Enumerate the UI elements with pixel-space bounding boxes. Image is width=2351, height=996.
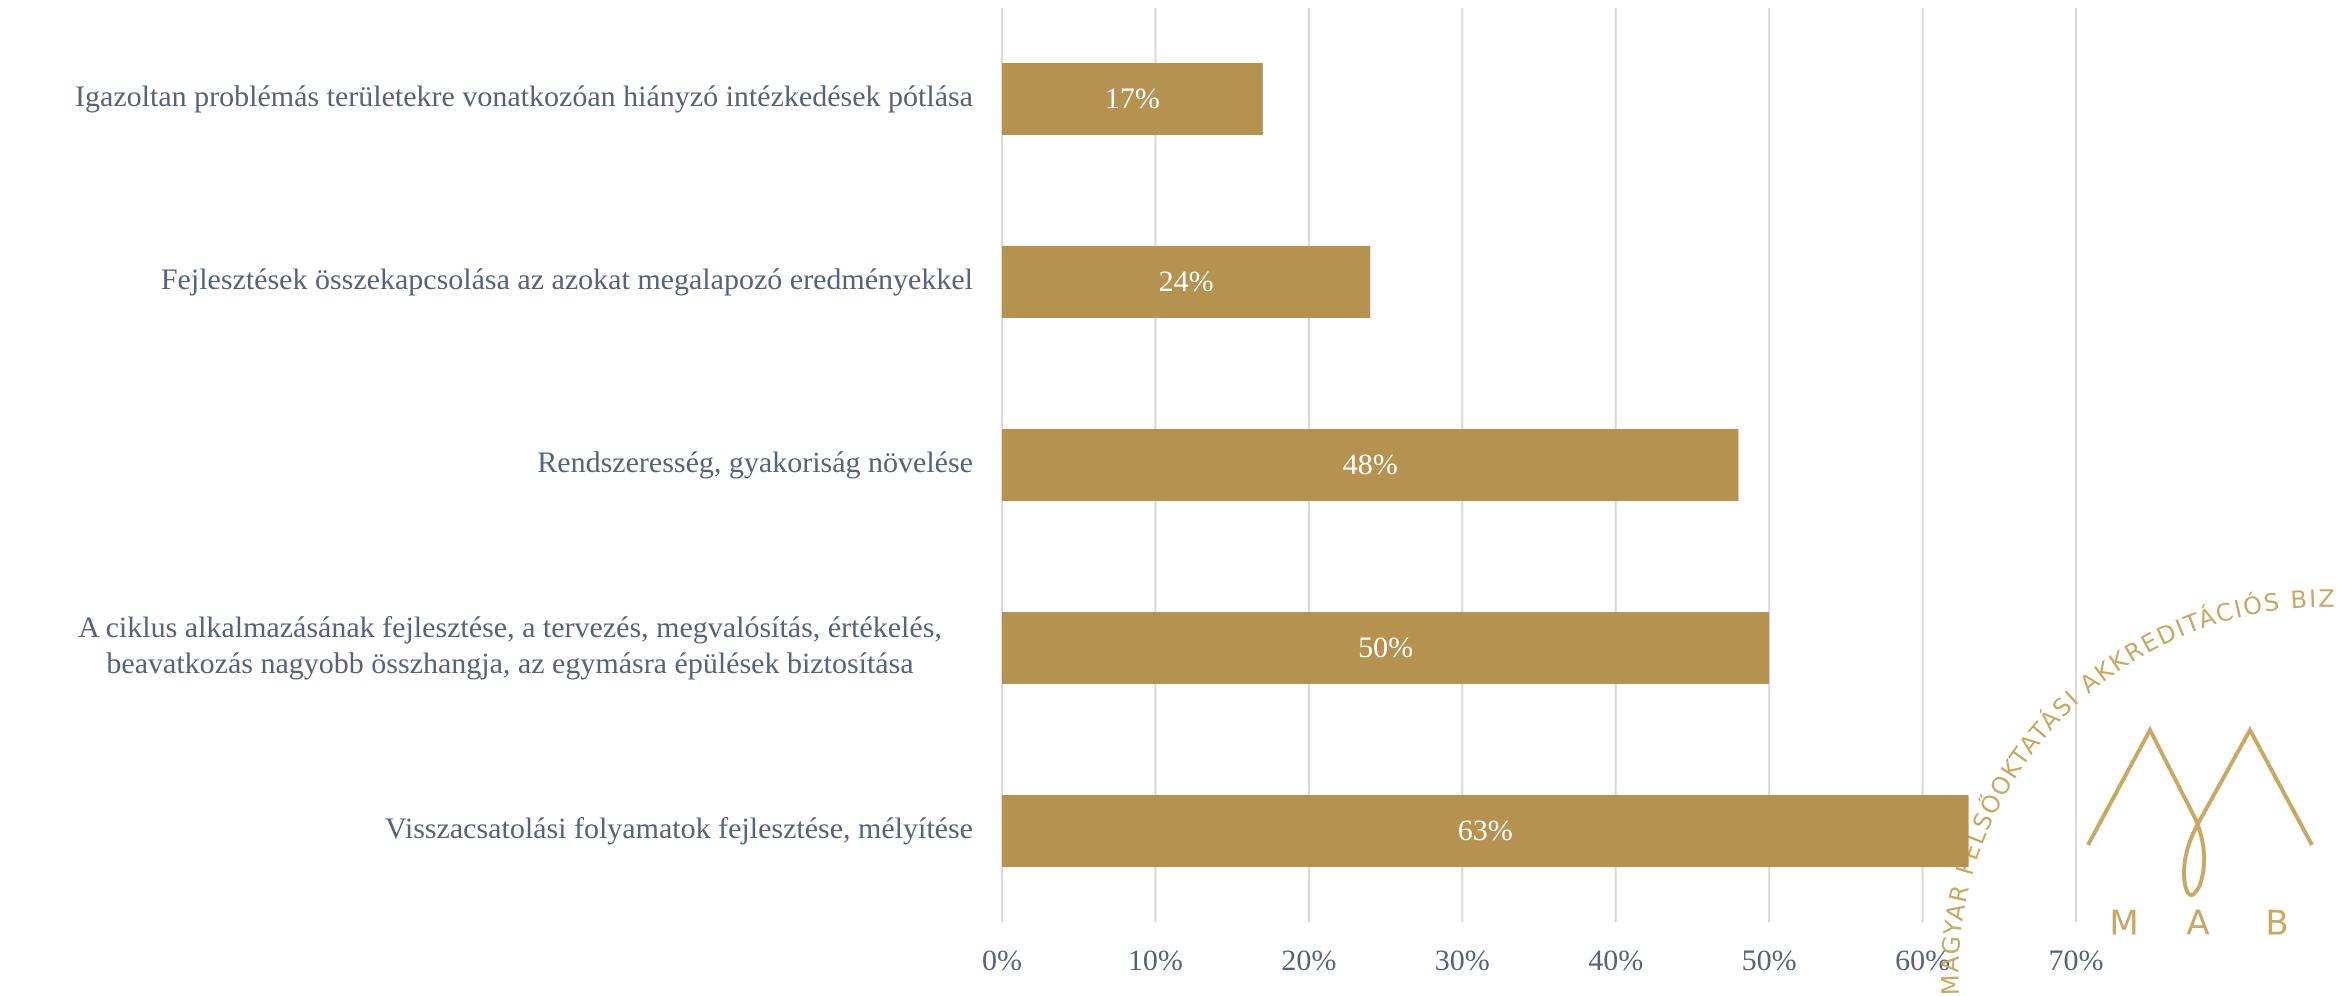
bar	[1002, 612, 1770, 684]
x-tick-label: 10%	[1128, 944, 1183, 977]
value-label: 17%	[1105, 82, 1160, 115]
x-tick-label: 70%	[2049, 944, 2104, 977]
logo-letter: A	[2186, 904, 2209, 944]
x-tick-label: 20%	[1281, 944, 1336, 977]
x-tick-label: 30%	[1435, 944, 1490, 977]
bar	[1002, 795, 1969, 867]
y-tick-label: Rendszeresség, gyakoriság növelése	[537, 446, 973, 479]
x-tick-label: 0%	[982, 944, 1022, 977]
bar	[1002, 429, 1739, 501]
value-label: 48%	[1343, 448, 1398, 481]
y-tick-label: A ciklus alkalmazásának fejlesztése, a t…	[78, 611, 942, 680]
logo-letter: M	[2109, 904, 2138, 944]
x-tick-label: 60%	[1895, 944, 1950, 977]
bar	[1002, 63, 1263, 135]
bar	[1002, 246, 1371, 318]
logo-mark	[2086, 725, 2314, 897]
logo-letter: B	[2265, 904, 2288, 944]
value-label: 50%	[1358, 631, 1413, 664]
value-label: 24%	[1159, 265, 1214, 298]
x-tick-label: 50%	[1742, 944, 1797, 977]
y-tick-label: Igazoltan problémás területekre vonatkoz…	[75, 80, 973, 113]
y-tick-label: Visszacsatolási folyamatok fejlesztése, …	[385, 812, 973, 845]
y-tick-label: Fejlesztések összekapcsolása az azokat m…	[161, 263, 973, 296]
value-label: 63%	[1458, 814, 1513, 847]
x-tick-label: 40%	[1588, 944, 1643, 977]
